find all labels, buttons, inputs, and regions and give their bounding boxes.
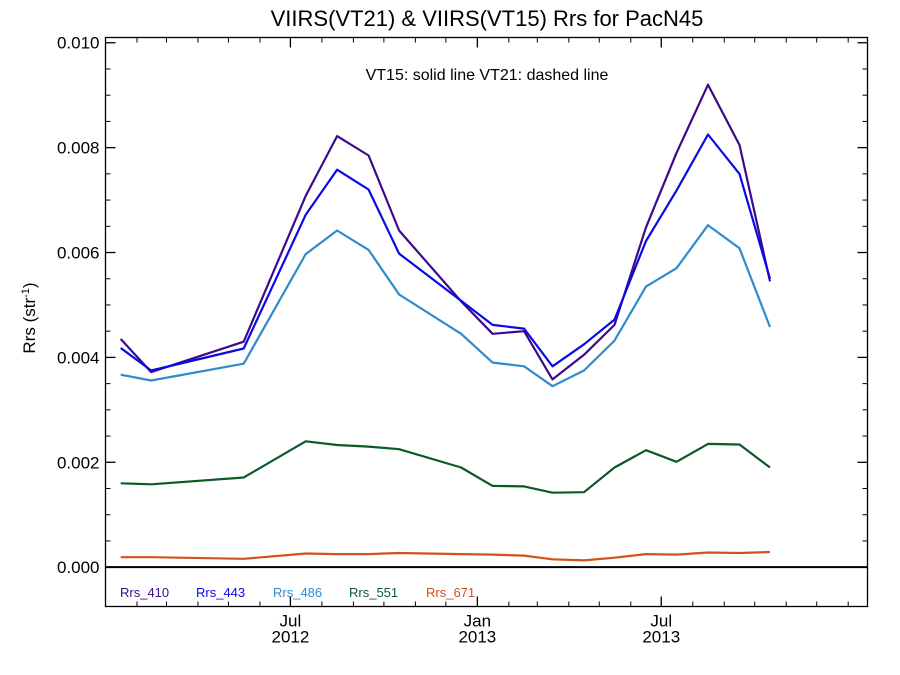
y-tick-label: 0.004 xyxy=(57,348,100,367)
legend-item-rrs-551: Rrs_551 xyxy=(349,585,398,600)
x-tick-label-month: Jan xyxy=(464,612,491,631)
x-tick-label-year: 2013 xyxy=(458,628,496,647)
y-axis-label-main: Rrs (str xyxy=(20,298,39,354)
x-tick-label-year: 2012 xyxy=(271,628,309,647)
series-line-rrs-443 xyxy=(120,133,772,372)
chart-title: VIIRS(VT21) & VIIRS(VT15) Rrs for PacN45 xyxy=(271,6,704,31)
y-tick-label: 0.002 xyxy=(57,453,100,472)
x-tick-label-month: Jul xyxy=(280,612,302,631)
y-tick-label: 0.000 xyxy=(57,558,100,577)
y-axis-label-close: ) xyxy=(20,282,39,288)
x-tick-label-year: 2013 xyxy=(642,628,680,647)
series-line-rrs-410 xyxy=(119,83,772,381)
x-tick-label-month: Jul xyxy=(650,612,672,631)
series-line-rrs-671 xyxy=(120,550,771,562)
line-style-annotation: VT15: solid line VT21: dashed line xyxy=(366,67,609,84)
y-tick-label: 0.008 xyxy=(57,139,100,158)
legend: Rrs_410 Rrs_443 Rrs_486 Rrs_551 Rrs_671 xyxy=(120,585,475,600)
y-tick-label: 0.010 xyxy=(57,34,100,53)
legend-item-rrs-410: Rrs_410 xyxy=(120,585,169,600)
legend-item-rrs-671: Rrs_671 xyxy=(426,585,475,600)
legend-item-rrs-486: Rrs_486 xyxy=(273,585,322,600)
y-axis-label: Rrs (str-1) xyxy=(20,282,39,353)
plot-frame xyxy=(104,36,869,608)
y-tick-label: 0.006 xyxy=(57,244,100,263)
series-lines xyxy=(119,83,772,562)
series-line-rrs-551 xyxy=(120,440,771,494)
y-axis: 0.000 0.002 0.004 0.006 0.008 0.010 xyxy=(57,34,868,577)
y-axis-label-sup: -1 xyxy=(20,288,32,298)
series-line-rrs-486 xyxy=(120,224,772,388)
legend-item-rrs-443: Rrs_443 xyxy=(196,585,245,600)
